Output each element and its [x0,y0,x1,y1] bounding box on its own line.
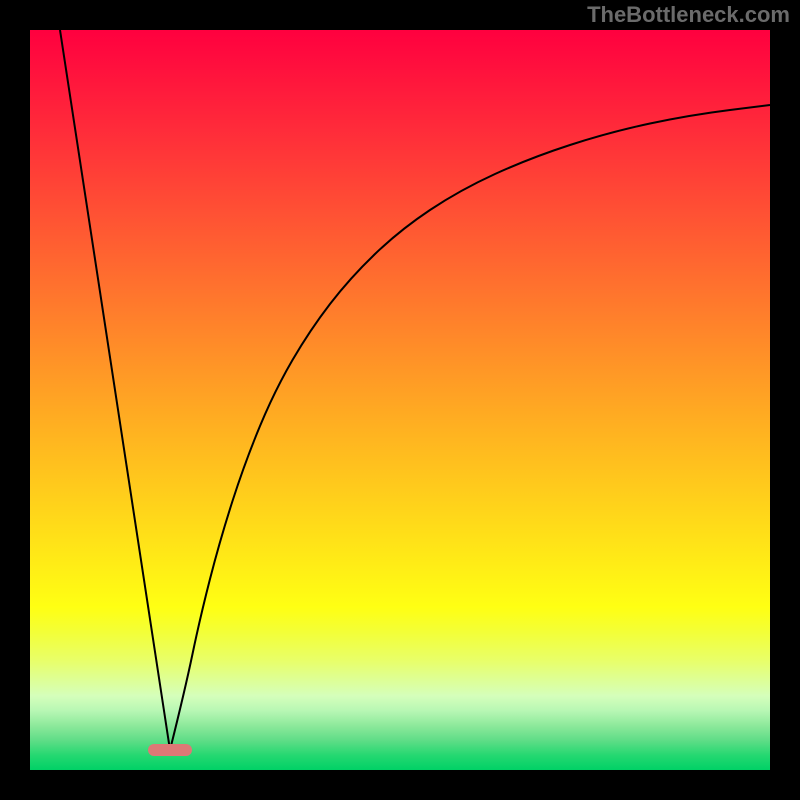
watermark-text: TheBottleneck.com [587,2,790,28]
bottleneck-chart-svg [0,0,800,800]
chart-container: TheBottleneck.com [0,0,800,800]
plot-background [30,30,770,770]
minimum-marker [148,744,192,756]
